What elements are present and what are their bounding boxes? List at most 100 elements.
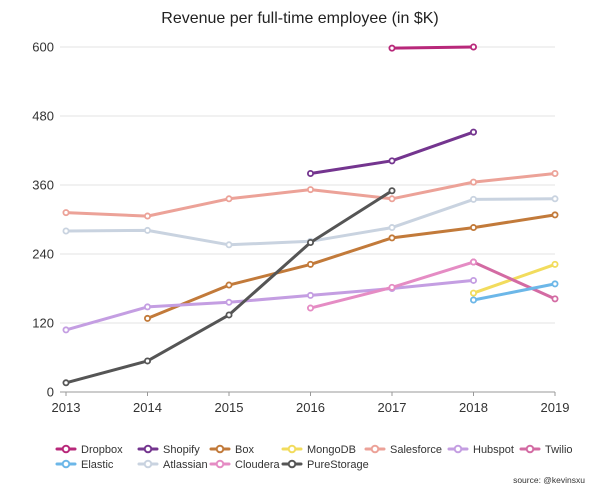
legend-label: Atlassian [163,459,208,471]
series-line-salesforce [64,172,557,218]
series-lines [62,43,559,387]
source-note: source: @kevinsxu [513,475,585,485]
chart-title: Revenue per full-time employee (in $K) [161,10,438,27]
legend-swatch-marker [370,444,380,454]
x-tick-label: 2019 [541,400,570,415]
data-point [388,195,396,203]
legend-swatch-marker [61,459,71,469]
data-point [469,43,477,51]
axes: 2013 2014 2015 2016 2017 2018 2019 [52,391,570,415]
legend-item-twilio: Twilio [519,444,573,456]
legend-item-elastic: Elastic [55,459,114,471]
series-line-twilio [472,260,557,301]
legend-item-atlassian: Atlassian [137,459,208,471]
data-point [469,178,477,186]
legend-swatch-marker [287,444,297,454]
legend-item-purestorage: PureStorage [281,459,369,471]
data-point [225,241,233,249]
legend-label: Elastic [81,459,114,471]
data-point [551,169,559,177]
data-point [306,169,314,177]
legend-item-salesforce: Salesforce [364,444,442,456]
legend-label: Dropbox [81,444,123,456]
x-tick-label: 2014 [133,400,162,415]
data-point [62,227,70,235]
series-twilio [469,258,559,303]
series-dropbox [388,43,477,52]
legend-item-mongodb: MongoDB [281,444,356,456]
legend-item-dropbox: Dropbox [55,444,123,456]
legend: Dropbox Shopify Box MongoDB Salesforce Hubspo… [55,444,573,471]
legend-label: Twilio [545,444,573,456]
data-point [469,195,477,203]
data-point [469,128,477,136]
legend-swatch-marker [143,444,153,454]
series-hubspot [62,276,477,334]
legend-swatch-marker [61,444,71,454]
x-tick-label: 2016 [296,400,325,415]
data-point [143,303,151,311]
legend-item-hubspot: Hubspot [447,444,514,456]
series-line-shopify [309,130,475,175]
data-point [469,296,477,304]
x-tick-label: 2015 [215,400,244,415]
series-line-elastic [472,282,557,302]
series-mongodb [469,260,559,297]
legend-label: Box [235,444,254,456]
data-point [225,281,233,289]
x-tick-label: 2017 [378,400,407,415]
data-point [469,276,477,284]
series-line-dropbox [390,45,475,50]
data-point [551,260,559,268]
legend-label: PureStorage [307,459,369,471]
data-point [306,260,314,268]
data-point [143,226,151,234]
series-purestorage [62,187,396,387]
data-point [469,289,477,297]
series-line-hubspot [64,278,475,332]
legend-swatch-marker [143,459,153,469]
data-point [469,224,477,232]
legend-item-box: Box [209,444,254,456]
series-shopify [306,128,477,177]
data-point [306,304,314,312]
data-point [306,186,314,194]
y-tick-label: 240 [32,247,54,262]
series-cloudera [306,258,477,312]
data-point [306,238,314,246]
data-point [388,157,396,165]
legend-swatch-marker [287,459,297,469]
legend-label: MongoDB [307,444,356,456]
data-point [388,224,396,232]
legend-label: Hubspot [473,444,514,456]
series-box [143,211,559,322]
y-tick-label: 0 [47,385,54,400]
series-line-box [146,213,557,320]
data-point [551,280,559,288]
x-tick-label: 2018 [459,400,488,415]
data-point [388,44,396,52]
series-elastic [469,280,559,304]
data-point [62,209,70,217]
legend-swatch-marker [215,459,225,469]
legend-swatch-marker [215,444,225,454]
y-tick-label: 120 [32,316,54,331]
data-point [469,258,477,266]
y-tick-label: 600 [32,40,54,55]
data-point [551,295,559,303]
data-point [551,195,559,203]
data-point [551,211,559,219]
legend-label: Shopify [163,444,200,456]
legend-label: Cloudera [235,459,281,471]
legend-label: Salesforce [390,444,442,456]
y-tick-label: 480 [32,109,54,124]
data-point [225,311,233,319]
data-point [143,357,151,365]
legend-item-cloudera: Cloudera [209,459,281,471]
data-point [225,298,233,306]
data-point [306,291,314,299]
data-point [62,326,70,334]
gridlines: 0 120 240 360 480 600 [32,40,555,400]
data-point [143,212,151,220]
